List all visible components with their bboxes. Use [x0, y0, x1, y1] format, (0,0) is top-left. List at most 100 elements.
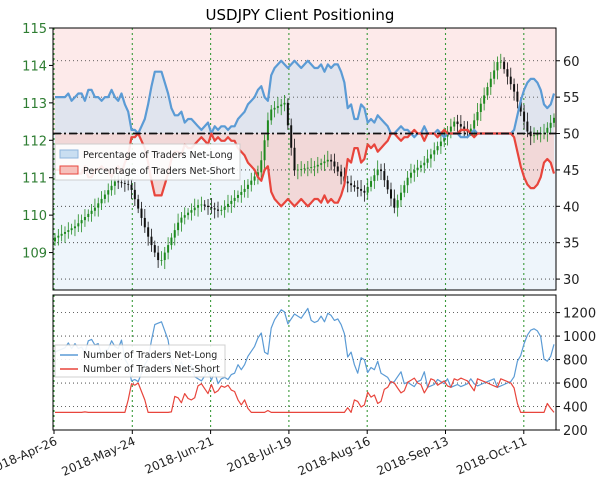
candle-body	[67, 230, 70, 232]
candle-body	[516, 91, 519, 102]
candle-body	[93, 207, 96, 211]
legend-label-count-long: Number of Traders Net-Long	[83, 350, 217, 361]
candle-body	[57, 235, 60, 238]
candle-body	[463, 126, 466, 130]
candle-body	[363, 190, 366, 193]
candle-body	[270, 109, 273, 121]
candle-body	[489, 78, 492, 88]
candle-body	[396, 200, 399, 208]
candle-body	[519, 101, 522, 112]
legend-label-count-short: Number of Traders Net-Short	[83, 364, 220, 375]
candle-body	[499, 61, 502, 63]
left-tick-label: 113	[22, 97, 47, 112]
candle-body	[473, 120, 476, 129]
candle-body	[110, 185, 113, 191]
candle-body	[300, 168, 303, 170]
candle-body	[77, 223, 80, 227]
candle-body	[256, 172, 259, 177]
left-tick-label: 114	[22, 59, 47, 74]
left-tick-label: 115	[22, 22, 47, 37]
candle-body	[503, 61, 506, 70]
candle-body	[233, 197, 236, 201]
right-tick-label: 45	[563, 164, 580, 179]
candle-body	[286, 102, 289, 126]
right-tick-label: 60	[563, 55, 580, 70]
left-tick-label: 112	[22, 134, 47, 149]
candle-body	[117, 181, 120, 183]
candle-body	[296, 169, 299, 171]
candle-body	[393, 198, 396, 208]
candle-body	[416, 167, 419, 171]
candle-body	[350, 183, 353, 186]
candle-body	[360, 188, 363, 191]
candle-body	[313, 166, 316, 168]
candle-body	[243, 188, 246, 192]
x-tick-label: 2018-May-24	[60, 434, 138, 479]
candle-body	[406, 177, 409, 186]
candle-body	[240, 191, 243, 195]
candle-body	[386, 180, 389, 190]
candle-body	[140, 208, 143, 218]
net-long-count-line	[54, 307, 555, 388]
candle-body	[160, 260, 163, 261]
candle-body	[143, 217, 146, 228]
bottom-tick-label: 200	[563, 424, 588, 439]
candle-body	[203, 204, 206, 206]
candle-body	[250, 180, 253, 185]
candle-body	[546, 127, 549, 133]
candle-body	[223, 206, 226, 210]
left-tick-label: 110	[22, 209, 47, 224]
candle-body	[366, 186, 369, 193]
candle-body	[533, 135, 536, 137]
candle-body	[167, 245, 170, 253]
right-tick-label: 30	[563, 273, 580, 288]
candle-body	[419, 165, 422, 168]
candle-body	[330, 159, 333, 162]
candle-body	[553, 117, 555, 123]
candle-body	[443, 136, 446, 142]
candle-body	[87, 213, 90, 218]
top-panel-frame	[52, 27, 557, 291]
candle-body	[353, 185, 356, 188]
candle-body	[426, 158, 429, 163]
candle-body	[153, 245, 156, 253]
candle-body	[310, 167, 313, 168]
candle-body	[63, 231, 66, 234]
candle-body	[453, 121, 456, 127]
candle-body	[459, 124, 462, 127]
candle-body	[276, 106, 279, 108]
candle-body	[180, 217, 183, 223]
candle-body	[513, 84, 516, 92]
x-tick-label: 2018-Oct-11	[454, 434, 529, 478]
candle-body	[439, 141, 442, 147]
candle-body	[496, 62, 499, 71]
candle-body	[423, 162, 426, 166]
candle-body	[529, 131, 532, 137]
candle-body	[150, 236, 153, 246]
candle-body	[113, 181, 116, 186]
x-tick-label: 2018-Sep-13	[375, 434, 451, 478]
legend-label-long: Percentage of Traders Net-Long	[83, 150, 233, 161]
legend-swatch-long	[59, 149, 79, 159]
right-tick-label: 55	[563, 91, 580, 106]
candle-body	[433, 150, 436, 155]
candle-body	[246, 184, 249, 189]
candle-body	[157, 252, 160, 261]
candle-body	[320, 163, 323, 165]
bottom-tick-label: 800	[563, 354, 588, 369]
x-tick-label: 2018-Apr-26	[0, 434, 59, 477]
candle-body	[449, 126, 452, 132]
candle-body	[133, 189, 136, 200]
candle-body	[226, 203, 229, 207]
candle-body	[483, 95, 486, 104]
candle-body	[163, 252, 166, 261]
bottom-tick-label: 400	[563, 401, 588, 416]
candle-body	[100, 198, 103, 204]
legend-swatch-short	[59, 165, 79, 175]
x-tick-label: 2018-Jul-19	[225, 434, 294, 475]
candle-body	[293, 147, 296, 171]
candle-body	[70, 228, 73, 231]
candle-body	[340, 171, 343, 177]
candle-body	[60, 233, 63, 236]
